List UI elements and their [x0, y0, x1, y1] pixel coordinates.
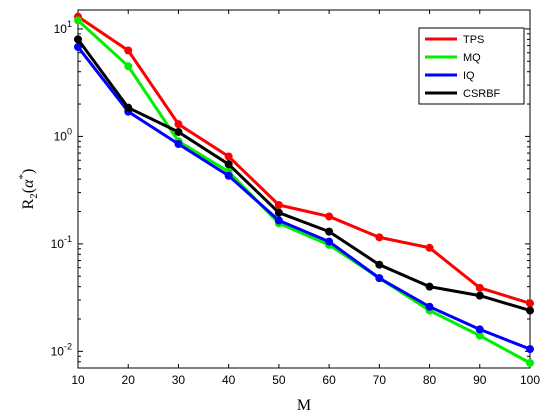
x-tick-label: 70: [373, 373, 387, 387]
series-line-iq: [76, 46, 531, 351]
data-point-iq: [224, 171, 233, 180]
data-point-iq: [74, 42, 82, 51]
legend-box: [418, 27, 525, 105]
data-point-mq: [526, 358, 534, 367]
data-point-csrbf: [475, 291, 484, 300]
x-tick-label: 90: [473, 373, 487, 387]
data-point-csrbf: [74, 35, 82, 44]
data-point-tps: [526, 299, 534, 308]
y-tick-label: 10-2: [51, 341, 72, 358]
x-axis-label: M: [297, 397, 311, 414]
x-tick-label: 40: [222, 373, 236, 387]
data-point-iq: [475, 325, 484, 334]
data-point-csrbf: [325, 227, 334, 236]
legend-label: IQ: [463, 70, 475, 82]
series-line-tps: [77, 15, 531, 305]
data-point-csrbf: [174, 127, 183, 136]
data-point-tps: [174, 120, 183, 129]
data-point-csrbf: [124, 103, 133, 112]
data-point-iq: [526, 345, 534, 354]
data-point-tps: [124, 46, 133, 55]
legend-label: TPS: [463, 34, 484, 46]
data-point-csrbf: [425, 282, 434, 291]
y-tick-base: 10: [54, 129, 68, 143]
y-tick-label: 100: [54, 126, 72, 143]
series-layer: [74, 12, 534, 367]
data-point-tps: [325, 212, 334, 221]
data-point-mq: [74, 16, 82, 25]
y-tick-exponent: -1: [64, 234, 72, 244]
x-tick-label: 50: [272, 373, 286, 387]
x-tick-label: 20: [122, 373, 136, 387]
legend-label: MQ: [463, 52, 481, 64]
y-tick-base: 10: [54, 22, 68, 36]
data-point-csrbf: [526, 306, 534, 315]
data-point-tps: [475, 283, 484, 292]
y-tick-base: 10: [51, 344, 65, 358]
y-tick-exponent: 0: [67, 126, 72, 136]
y-tick-exponent: -2: [64, 341, 72, 351]
x-tick-label: 30: [172, 373, 186, 387]
legend: TPS MQ IQ CSRBF: [418, 27, 525, 105]
x-tick-label: 80: [423, 373, 437, 387]
x-tick-label: 60: [322, 373, 336, 387]
data-point-iq: [274, 216, 283, 225]
data-point-iq: [375, 274, 384, 283]
data-point-tps: [224, 152, 233, 161]
data-point-csrbf: [274, 208, 283, 217]
data-point-tps: [425, 243, 434, 252]
data-point-csrbf: [375, 260, 384, 269]
data-point-tps: [274, 200, 283, 209]
data-point-iq: [425, 302, 434, 311]
x-tick-label: 10: [71, 373, 85, 387]
data-point-tps: [375, 233, 384, 242]
y-tick-label: 10-1: [51, 234, 72, 251]
y-axis-label: R2(α*): [17, 169, 40, 210]
y-tick-label: 101: [54, 19, 72, 36]
series-line-mq: [76, 19, 531, 365]
data-point-csrbf: [224, 160, 233, 169]
data-point-iq: [174, 139, 183, 148]
series-line-csrbf: [76, 38, 531, 312]
y-tick-base: 10: [51, 237, 65, 251]
data-point-mq: [124, 62, 133, 71]
data-point-iq: [325, 237, 334, 246]
x-axis-ticks: 10 20 30 40 50 60 70 80 90 100: [71, 10, 540, 387]
y-tick-exponent: 1: [67, 19, 72, 29]
x-tick-label: 100: [520, 373, 540, 387]
data-point-mq: [475, 331, 484, 340]
legend-label: CSRBF: [463, 88, 501, 100]
